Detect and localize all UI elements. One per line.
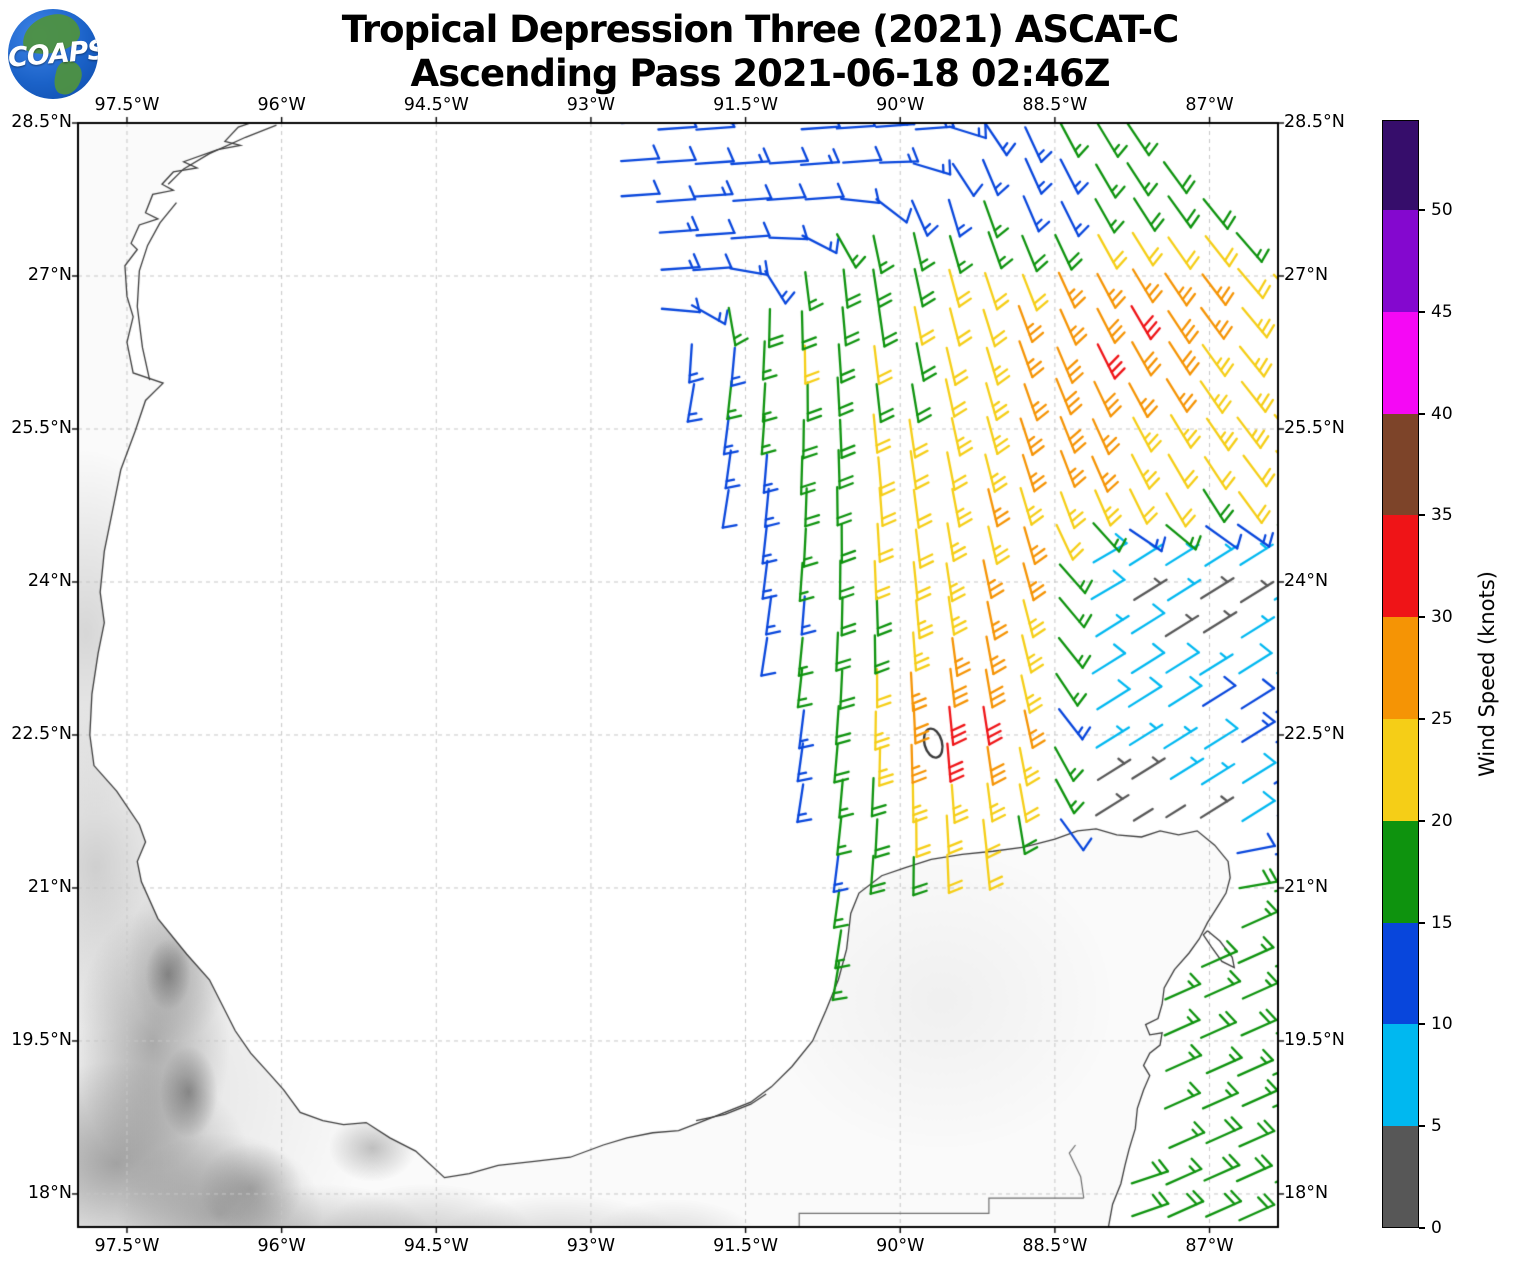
- colorbar-segment-20-25kt: [1382, 719, 1419, 821]
- lat-tick-label-right-1: 27°N: [1284, 264, 1329, 285]
- lon-tick-label-top-6: 88.5°W: [1022, 95, 1088, 115]
- colorbar-tick-label-5: 5: [1431, 1116, 1442, 1137]
- lat-tick-label-right-6: 19.5°N: [1284, 1029, 1345, 1050]
- lat-tick-label-left-7: 18°N: [27, 1182, 72, 1203]
- lat-tick-label-left-0: 28.5°N: [11, 112, 72, 132]
- colorbar-tick-label-10: 10: [1431, 1014, 1453, 1035]
- colorbar-tick-0: [1419, 1227, 1425, 1229]
- lat-tick-label-right-2: 25.5°N: [1284, 417, 1345, 438]
- lon-tick-label-bottom-4: 91.5°W: [713, 1236, 779, 1256]
- colorbar-axis-label: Wind Speed (knots): [1475, 571, 1499, 777]
- lat-tick-label-right-4: 22.5°N: [1284, 723, 1345, 744]
- colorbar-segment-45-50kt: [1382, 210, 1419, 312]
- colorbar-tick-label-0: 0: [1431, 1218, 1442, 1238]
- colorbar-tick-40: [1419, 412, 1425, 415]
- colorbar-segment-50-55kt: [1382, 120, 1419, 210]
- colorbar-tick-label-20: 20: [1431, 810, 1453, 831]
- lon-tick-label-bottom-0: 97.5°W: [94, 1236, 160, 1256]
- lat-tick-label-left-3: 24°N: [27, 570, 72, 591]
- colorbar-tick-label-15: 15: [1431, 912, 1453, 933]
- lon-tick-label-top-3: 93°W: [566, 95, 616, 115]
- colorbar-segment-30-35kt: [1382, 515, 1419, 618]
- colorbar-segment-25-30kt: [1382, 617, 1419, 719]
- lat-tick-label-left-4: 22.5°N: [11, 723, 72, 744]
- colorbar-tick-5: [1419, 1125, 1425, 1128]
- colorbar-segment-35-40kt: [1382, 413, 1419, 516]
- colorbar-tick-45: [1419, 310, 1425, 313]
- colorbar-tick-label-50: 50: [1431, 200, 1453, 220]
- colorbar-tick-30: [1419, 616, 1425, 619]
- colorbar-tick-label-35: 35: [1431, 505, 1453, 526]
- lon-tick-label-bottom-5: 90°W: [876, 1236, 925, 1256]
- lat-tick-label-right-0: 28.5°N: [1284, 112, 1345, 132]
- colorbar-segment-5-10kt: [1382, 1024, 1419, 1127]
- colorbar-frame: [1382, 120, 1419, 1228]
- colorbar-tick-label-25: 25: [1431, 709, 1453, 729]
- lon-tick-label-top-2: 94.5°W: [403, 95, 469, 115]
- lat-tick-label-right-5: 21°N: [1284, 876, 1329, 897]
- lon-tick-label-top-7: 87°W: [1185, 95, 1234, 115]
- colorbar-segment-10-15kt: [1382, 922, 1419, 1025]
- lon-tick-label-bottom-1: 96°W: [257, 1236, 306, 1256]
- lat-tick-label-left-1: 27°N: [27, 264, 72, 285]
- lon-tick-label-top-0: 97.5°W: [94, 95, 160, 115]
- lat-tick-label-left-5: 21°N: [27, 876, 72, 897]
- lat-tick-label-right-7: 18°N: [1284, 1182, 1329, 1203]
- colorbar-segment-0-5kt: [1382, 1126, 1419, 1228]
- colorbar-tick-15: [1419, 921, 1425, 924]
- colorbar-tick-50: [1419, 209, 1425, 211]
- lat-tick-label-left-6: 19.5°N: [11, 1029, 72, 1050]
- lon-tick-label-top-5: 90°W: [876, 95, 925, 115]
- colorbar-segment-40-45kt: [1382, 311, 1419, 414]
- colorbar-tick-label-40: 40: [1431, 403, 1453, 424]
- colorbar-tick-10: [1419, 1023, 1425, 1026]
- lon-tick-label-bottom-6: 88.5°W: [1022, 1236, 1088, 1256]
- lat-tick-label-right-3: 24°N: [1284, 570, 1329, 591]
- colorbar-segment-15-20kt: [1382, 820, 1419, 923]
- lon-tick-label-bottom-3: 93°W: [566, 1236, 616, 1256]
- lon-tick-label-top-1: 96°W: [257, 95, 306, 115]
- colorbar-tick-20: [1419, 819, 1425, 822]
- colorbar-tick-35: [1419, 514, 1425, 517]
- lat-tick-label-left-2: 25.5°N: [11, 417, 72, 438]
- colorbar-tick-label-30: 30: [1431, 607, 1453, 628]
- lon-tick-label-top-4: 91.5°W: [713, 95, 779, 115]
- lon-tick-label-bottom-7: 87°W: [1185, 1236, 1234, 1256]
- colorbar-tick-25: [1419, 718, 1425, 720]
- lon-tick-label-bottom-2: 94.5°W: [403, 1236, 469, 1256]
- colorbar-tick-label-45: 45: [1431, 301, 1453, 322]
